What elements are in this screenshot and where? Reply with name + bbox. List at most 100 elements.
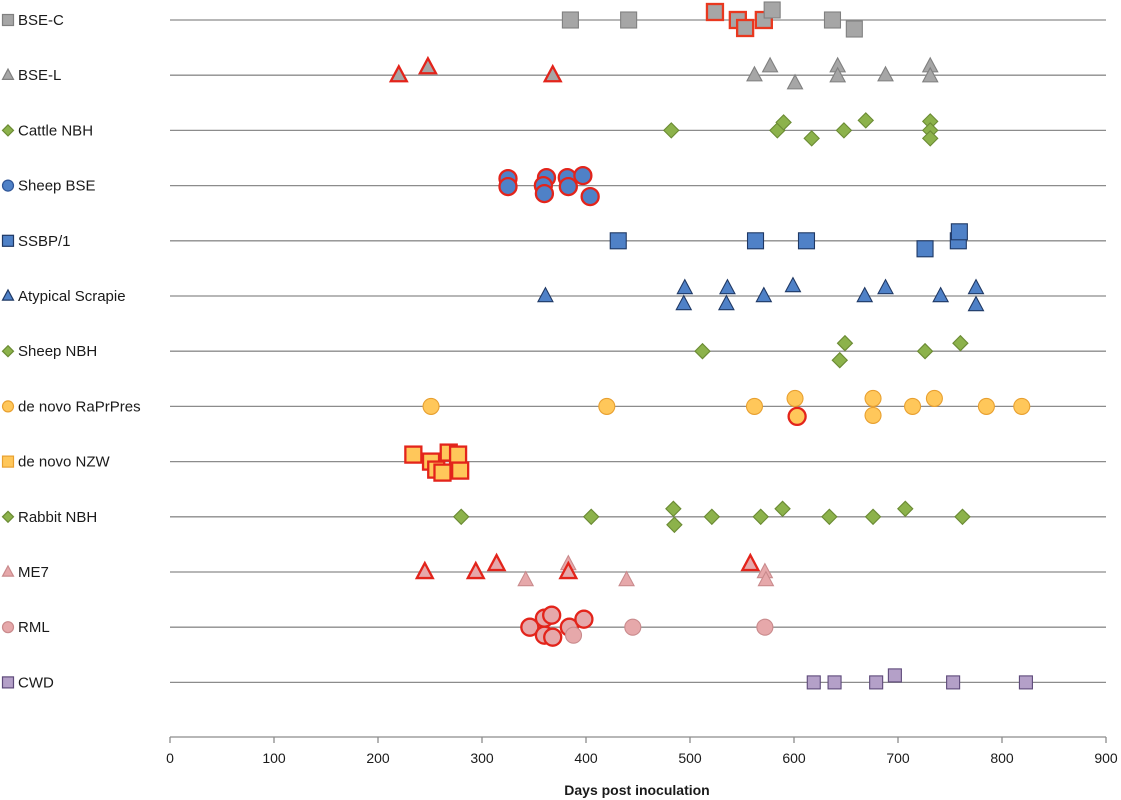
data-point bbox=[663, 122, 680, 139]
data-point bbox=[864, 508, 882, 526]
data-point bbox=[797, 232, 816, 250]
category-rows: BSE-C BSE-L Cattle NBH Sheep BSE SSBP/1 Atypi… bbox=[1, 12, 1106, 691]
category-label: Sheep BSE bbox=[18, 178, 96, 195]
legend-marker-icon bbox=[1, 455, 15, 468]
x-tick-label: 700 bbox=[886, 750, 910, 766]
data-point bbox=[746, 65, 763, 82]
x-tick-label: 600 bbox=[782, 750, 806, 766]
legend-marker-icon bbox=[1, 621, 15, 634]
legend-marker-icon bbox=[1, 288, 15, 301]
legend-marker-icon bbox=[1, 344, 15, 358]
data-point bbox=[465, 560, 486, 580]
data-point bbox=[775, 114, 792, 131]
data-point bbox=[676, 278, 694, 295]
data-point bbox=[558, 560, 579, 580]
data-point bbox=[967, 295, 985, 312]
category-label: ME7 bbox=[18, 564, 49, 581]
data-point bbox=[740, 552, 761, 572]
data-point bbox=[703, 508, 721, 526]
data-point bbox=[542, 63, 563, 83]
category-label: Cattle NBH bbox=[18, 122, 93, 139]
x-tick-label: 900 bbox=[1094, 750, 1118, 766]
data-point bbox=[542, 605, 562, 625]
data-point bbox=[574, 609, 594, 629]
data-point bbox=[856, 286, 874, 303]
data-point bbox=[823, 11, 842, 29]
data-point bbox=[665, 500, 682, 518]
category-label: Atypical Scrapie bbox=[18, 288, 126, 305]
data-point bbox=[675, 294, 693, 311]
data-point bbox=[609, 232, 627, 250]
legend-marker-icon bbox=[1, 564, 15, 577]
category-label: Sheep NBH bbox=[18, 343, 97, 360]
data-point bbox=[952, 334, 969, 352]
data-point bbox=[932, 286, 950, 303]
x-tick-label: 500 bbox=[678, 750, 702, 766]
data-point bbox=[624, 618, 642, 636]
data-point bbox=[954, 508, 971, 526]
data-point bbox=[803, 130, 820, 147]
data-point bbox=[418, 55, 438, 75]
data-point bbox=[498, 176, 518, 197]
legend-marker-icon bbox=[1, 510, 15, 524]
data-points bbox=[388, 1, 1033, 690]
data-point bbox=[829, 66, 847, 83]
data-point bbox=[717, 294, 735, 311]
data-point bbox=[558, 176, 578, 197]
data-point bbox=[580, 186, 600, 207]
data-point bbox=[786, 389, 804, 407]
x-tick-label: 0 bbox=[166, 750, 174, 766]
data-point bbox=[904, 397, 922, 415]
data-point bbox=[561, 11, 579, 29]
legend-marker-icon bbox=[1, 400, 15, 413]
x-tick-label: 800 bbox=[990, 750, 1014, 766]
data-point bbox=[916, 240, 934, 258]
data-point bbox=[452, 508, 470, 526]
category-label: RML bbox=[18, 619, 50, 636]
data-point bbox=[573, 165, 593, 186]
legend-marker-icon bbox=[1, 124, 15, 137]
data-point bbox=[869, 675, 884, 690]
x-tick-label: 100 bbox=[262, 750, 286, 766]
data-point bbox=[806, 675, 821, 690]
data-point bbox=[752, 508, 769, 526]
data-point bbox=[618, 570, 635, 587]
data-point bbox=[451, 461, 470, 480]
data-point bbox=[694, 342, 711, 360]
data-point bbox=[897, 500, 914, 518]
data-point bbox=[745, 397, 764, 415]
data-point bbox=[835, 122, 853, 139]
data-point bbox=[877, 65, 894, 82]
data-point bbox=[520, 617, 540, 637]
data-point bbox=[836, 334, 854, 352]
data-point bbox=[448, 445, 468, 464]
data-point bbox=[414, 560, 435, 580]
data-point bbox=[967, 278, 985, 295]
data-point bbox=[857, 112, 875, 129]
data-point bbox=[831, 351, 849, 369]
data-point bbox=[864, 389, 882, 407]
data-point bbox=[735, 18, 755, 38]
data-point bbox=[946, 675, 961, 690]
category-label: BSE-L bbox=[18, 67, 61, 84]
data-point bbox=[887, 668, 902, 683]
category-label: BSE-C bbox=[18, 12, 64, 29]
data-point bbox=[977, 397, 995, 415]
category-label: SSBP/1 bbox=[18, 233, 71, 250]
data-point bbox=[537, 286, 554, 303]
legend-marker-icon bbox=[1, 676, 15, 689]
data-point bbox=[877, 278, 894, 295]
category-label: de novo RaPrPres bbox=[18, 398, 141, 415]
data-point bbox=[598, 397, 616, 415]
data-point bbox=[388, 63, 409, 83]
data-point bbox=[433, 463, 452, 482]
legend-marker-icon bbox=[1, 13, 15, 27]
data-point bbox=[422, 397, 440, 415]
x-tick-label: 300 bbox=[470, 750, 494, 766]
data-point bbox=[761, 56, 779, 73]
data-point bbox=[1013, 397, 1031, 415]
data-point bbox=[620, 11, 638, 29]
data-point bbox=[582, 508, 600, 526]
data-point bbox=[864, 406, 882, 424]
